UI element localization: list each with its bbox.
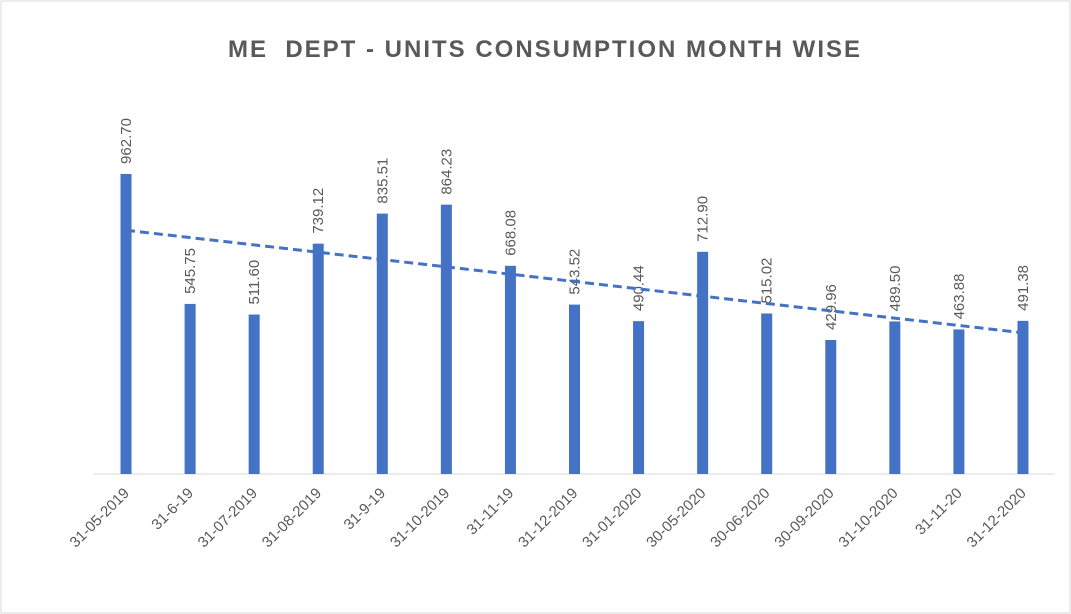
bar	[569, 304, 580, 474]
data-label: 962.70	[118, 118, 135, 164]
data-label: 668.08	[502, 210, 519, 256]
bar	[1017, 320, 1029, 474]
bar	[440, 204, 452, 474]
data-label: 490.44	[631, 265, 648, 311]
chart-title: ME DEPT - UNITS CONSUMPTION MONTH WISE	[228, 36, 862, 63]
data-label: 511.60	[246, 260, 263, 305]
data-label: 864.23	[438, 149, 455, 195]
bar	[248, 314, 260, 474]
data-label: 712.90	[695, 196, 712, 242]
data-label: 543.52	[567, 249, 584, 295]
bar	[633, 321, 645, 474]
data-label: 835.51	[374, 158, 391, 204]
data-label: 491.38	[1015, 265, 1032, 311]
data-label: 489.50	[887, 266, 904, 312]
data-label: 545.75	[182, 248, 199, 294]
bar	[504, 265, 516, 474]
data-label: 515.02	[759, 258, 776, 304]
bar	[761, 313, 773, 474]
bar	[825, 339, 837, 474]
bar	[184, 303, 196, 474]
data-label: 429.96	[823, 284, 840, 330]
bar	[953, 329, 965, 474]
bar	[120, 173, 132, 474]
bar	[889, 321, 901, 474]
bar	[312, 243, 324, 474]
data-label: 463.88	[951, 274, 968, 320]
trendline	[125, 228, 1024, 335]
data-label: 739.12	[310, 188, 327, 234]
bar	[697, 251, 709, 474]
bar	[376, 213, 388, 475]
